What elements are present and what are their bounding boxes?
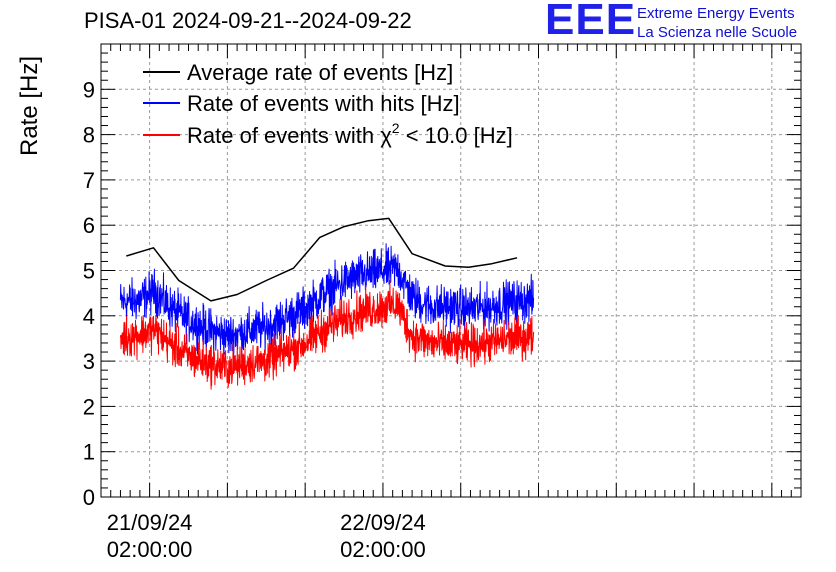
x-tick-label: 02:00:00 <box>107 537 193 562</box>
series-line-1 <box>119 243 535 363</box>
legend-label: Rate of events with hits [Hz] <box>187 91 460 116</box>
y-tick-label: 3 <box>83 349 95 374</box>
y-tick-label: 4 <box>83 304 95 329</box>
y-tick-label: 0 <box>83 485 95 510</box>
x-tick-label: 22/09/24 <box>340 510 426 535</box>
plot-frame <box>100 43 802 498</box>
y-tick-label: 1 <box>83 440 95 465</box>
eee-logo: EEE Extreme Energy Events La Scienza nel… <box>545 0 835 44</box>
y-tick-label: 9 <box>83 77 95 102</box>
y-tick-label: 5 <box>83 259 95 284</box>
series-line-2 <box>119 280 535 390</box>
y-tick-label: 2 <box>83 394 95 419</box>
logo-caption-2: La Scienza nelle Scuole <box>637 24 798 41</box>
logo-caption-1: Extreme Energy Events <box>637 5 795 22</box>
y-tick-label: 6 <box>83 213 95 238</box>
chart-title: PISA-01 2024-09-21--2024-09-22 <box>84 8 412 33</box>
y-tick-label: 8 <box>83 123 95 148</box>
x-tick-label: 21/09/24 <box>107 510 193 535</box>
legend-label: Rate of events with χ2 < 10.0 [Hz] <box>187 120 513 148</box>
x-tick-label: 02:00:00 <box>340 537 426 562</box>
series-line-0 <box>126 217 518 302</box>
y-tick-label: 7 <box>83 168 95 193</box>
eee-logo-mark: EEE <box>545 0 637 44</box>
legend-label: Average rate of events [Hz] <box>187 60 453 85</box>
